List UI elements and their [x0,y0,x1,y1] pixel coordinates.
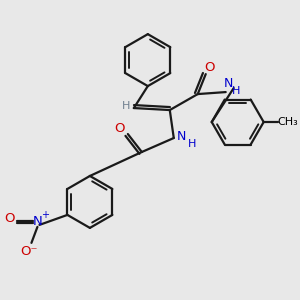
Text: CH₃: CH₃ [277,117,298,127]
Text: H: H [188,139,196,149]
Text: N: N [33,215,42,228]
Text: O: O [4,212,15,225]
Text: H: H [122,101,130,111]
Text: O⁻: O⁻ [21,245,38,258]
Text: O: O [205,61,215,74]
Text: +: + [41,210,50,220]
Text: H: H [232,86,240,96]
Text: O: O [115,122,125,134]
Text: N: N [177,130,187,142]
Text: N: N [224,76,233,90]
